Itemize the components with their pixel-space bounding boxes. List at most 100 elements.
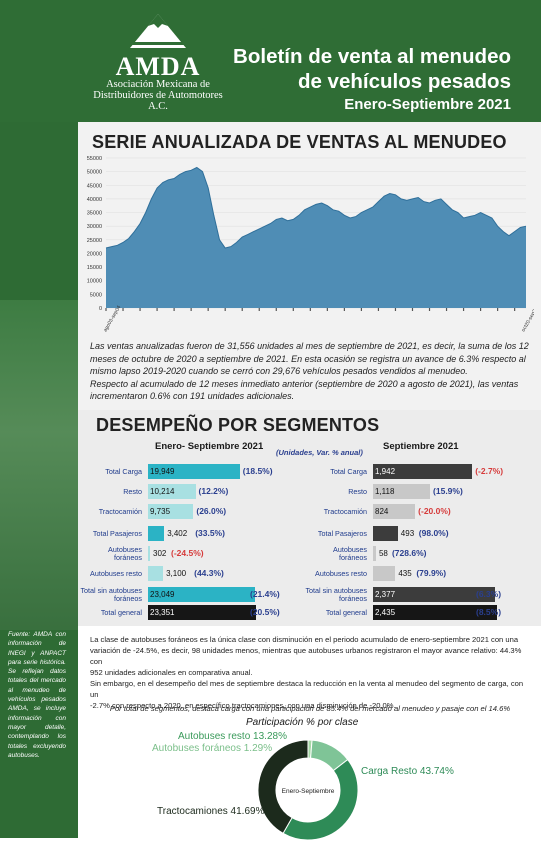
segments-summary: Por total de segmentos, destaca carga co… bbox=[109, 704, 511, 713]
segment-value: 1,118 bbox=[375, 487, 395, 496]
segment-label: Autobuses resto bbox=[315, 569, 367, 578]
series-paragraph: Las ventas anualizadas fueron de 31,556 … bbox=[90, 340, 529, 403]
segment-label: Total sin autobuses foráneos bbox=[80, 586, 142, 603]
x-tick-mark bbox=[207, 308, 209, 311]
segment-value: 824 bbox=[375, 507, 389, 516]
x-tick-mark bbox=[445, 308, 448, 311]
segment-value: 10,214 bbox=[150, 487, 175, 496]
page-title: Boletín de venta al menudeo de vehículos… bbox=[221, 44, 511, 94]
series-title: SERIE ANUALIZADA DE VENTAS AL MENUDEO bbox=[92, 132, 507, 152]
x-tick-mark bbox=[326, 308, 328, 311]
amda-logo: AMDA Asociación Mexicana de Distribuidor… bbox=[88, 12, 228, 112]
segment-label: Autobuses foráneos bbox=[333, 545, 367, 562]
segment-value: 23,049 bbox=[150, 590, 175, 599]
x-tick-mark bbox=[514, 308, 516, 311]
y-tick-label: 25000 bbox=[87, 238, 102, 244]
segment-label: Total sin autobuses foráneos bbox=[305, 586, 367, 603]
segment-bar bbox=[148, 587, 255, 602]
class-share-donut: Enero-Septiembre bbox=[257, 739, 359, 841]
segment-bar bbox=[148, 504, 194, 519]
x-tick-mark bbox=[428, 308, 431, 311]
x-tick-mark bbox=[462, 308, 465, 311]
segment-label: Resto bbox=[123, 487, 142, 496]
para2-line: La clase de autobuses foráneos es la úni… bbox=[90, 635, 519, 644]
segment-value: 493 bbox=[400, 529, 415, 538]
x-tick-mark bbox=[343, 308, 345, 311]
area-series-line bbox=[105, 166, 527, 249]
para1-line: Respecto al acumulado de 12 meses inmedi… bbox=[90, 378, 519, 389]
segments-title: DESEMPEÑO POR SEGMENTOS bbox=[96, 415, 380, 435]
segment-bar bbox=[148, 546, 150, 561]
x-tick-mark bbox=[479, 308, 482, 311]
segment-bar bbox=[373, 464, 473, 479]
y-tick-label: 35000 bbox=[87, 211, 102, 217]
segment-bar bbox=[148, 484, 196, 499]
segment-label: Autobuses foráneos bbox=[108, 545, 142, 562]
segment-change: (79.9%) bbox=[416, 568, 447, 578]
x-tick-mark bbox=[122, 308, 124, 311]
x-tick-mark bbox=[258, 308, 260, 311]
y-tick-label: 0 bbox=[99, 306, 102, 312]
segment-value: 2,435 bbox=[375, 608, 396, 617]
segment-value: 2,377 bbox=[375, 590, 396, 599]
para2-line: variación de -24.5%, es decir, 98 unidad… bbox=[90, 646, 522, 666]
y-tick-label: 45000 bbox=[87, 183, 102, 189]
segment-value: 3,100 bbox=[166, 569, 187, 578]
y-tick-label: 50000 bbox=[87, 170, 102, 176]
unit-note: (Unidades, Var. % anual) bbox=[276, 448, 363, 457]
segment-change: (21.4%) bbox=[250, 589, 280, 599]
y-tick-label: 20000 bbox=[87, 251, 102, 257]
segment-change: (15.9%) bbox=[433, 486, 463, 496]
segment-value: 435 bbox=[398, 569, 412, 578]
segment-label: Tractocamión bbox=[323, 507, 367, 516]
logo-subtitle: Asociación Mexicana de Distribuidores de… bbox=[93, 79, 223, 112]
y-tick-label: 5000 bbox=[90, 292, 102, 298]
header-banner: AMDA Asociación Mexicana de Distribuidor… bbox=[0, 0, 541, 122]
x-tick-mark bbox=[105, 308, 107, 311]
segment-change: (-2.7%) bbox=[475, 466, 504, 476]
segment-change: (8.5%) bbox=[476, 607, 502, 617]
x-tick-mark bbox=[241, 308, 243, 311]
para1-line: mismo lapso 2019-2020 cuando se cerró co… bbox=[90, 366, 468, 376]
x-tick-mark bbox=[394, 308, 397, 311]
x-tick-mark bbox=[411, 308, 414, 311]
y-tick-label: 30000 bbox=[87, 224, 102, 230]
para2-line: 952 unidades adicionales en comparativa … bbox=[90, 668, 253, 677]
segment-change: (33.5%) bbox=[195, 528, 225, 538]
segment-bar bbox=[373, 526, 398, 541]
x-tick-mark bbox=[190, 308, 192, 311]
segment-label: Resto bbox=[348, 487, 367, 496]
segment-label: Autobuses resto bbox=[90, 569, 142, 578]
y-tick-label: 55000 bbox=[87, 156, 102, 162]
segment-bar bbox=[373, 587, 495, 602]
truck-photo bbox=[0, 300, 78, 630]
segment-value: 3,402 bbox=[167, 529, 188, 538]
para1-line: meses de octubre de 2020 a septiembre de… bbox=[90, 353, 526, 364]
segment-change: (-24.5%) bbox=[171, 548, 204, 558]
x-tick-mark bbox=[292, 308, 294, 311]
segment-change: (26.0%) bbox=[196, 506, 227, 516]
para1-line: incrementaron 0.6% con 191 unidades adic… bbox=[90, 391, 295, 401]
para2-line: Sin embargo, en el desempeño del mes de … bbox=[90, 679, 524, 699]
segment-change: (6.3%) bbox=[476, 589, 502, 599]
segment-bar bbox=[373, 504, 416, 519]
annualized-area-chart: 0 5000 10000 15000 20000 25000 30000 35000 40000… bbox=[87, 156, 534, 333]
title-line-1: Boletín de venta al menudeo bbox=[233, 45, 511, 68]
x-tick-mark bbox=[497, 308, 499, 311]
x-tick-mark bbox=[275, 308, 277, 311]
segment-label: Tractocamión bbox=[98, 507, 142, 516]
y-tick-label: 15000 bbox=[87, 265, 102, 271]
x-tick-mark bbox=[377, 308, 380, 311]
segment-bar bbox=[373, 605, 497, 620]
donut-label-carga-resto: Carga Resto 43.74% bbox=[361, 766, 454, 777]
segment-value: 58 bbox=[378, 549, 388, 558]
segment-bar bbox=[148, 464, 240, 479]
segment-change: (20.5%) bbox=[250, 607, 280, 617]
right-table-heading: Septiembre 2021 bbox=[383, 441, 459, 452]
segment-change: (44.3%) bbox=[194, 568, 224, 578]
segment-change: (-20.0%) bbox=[418, 506, 451, 516]
donut-slice bbox=[282, 758, 359, 841]
segment-bar bbox=[148, 566, 164, 581]
x-tick-label: oct20-sep21 bbox=[521, 306, 534, 333]
segment-label: Total Pasajeros bbox=[92, 529, 142, 538]
